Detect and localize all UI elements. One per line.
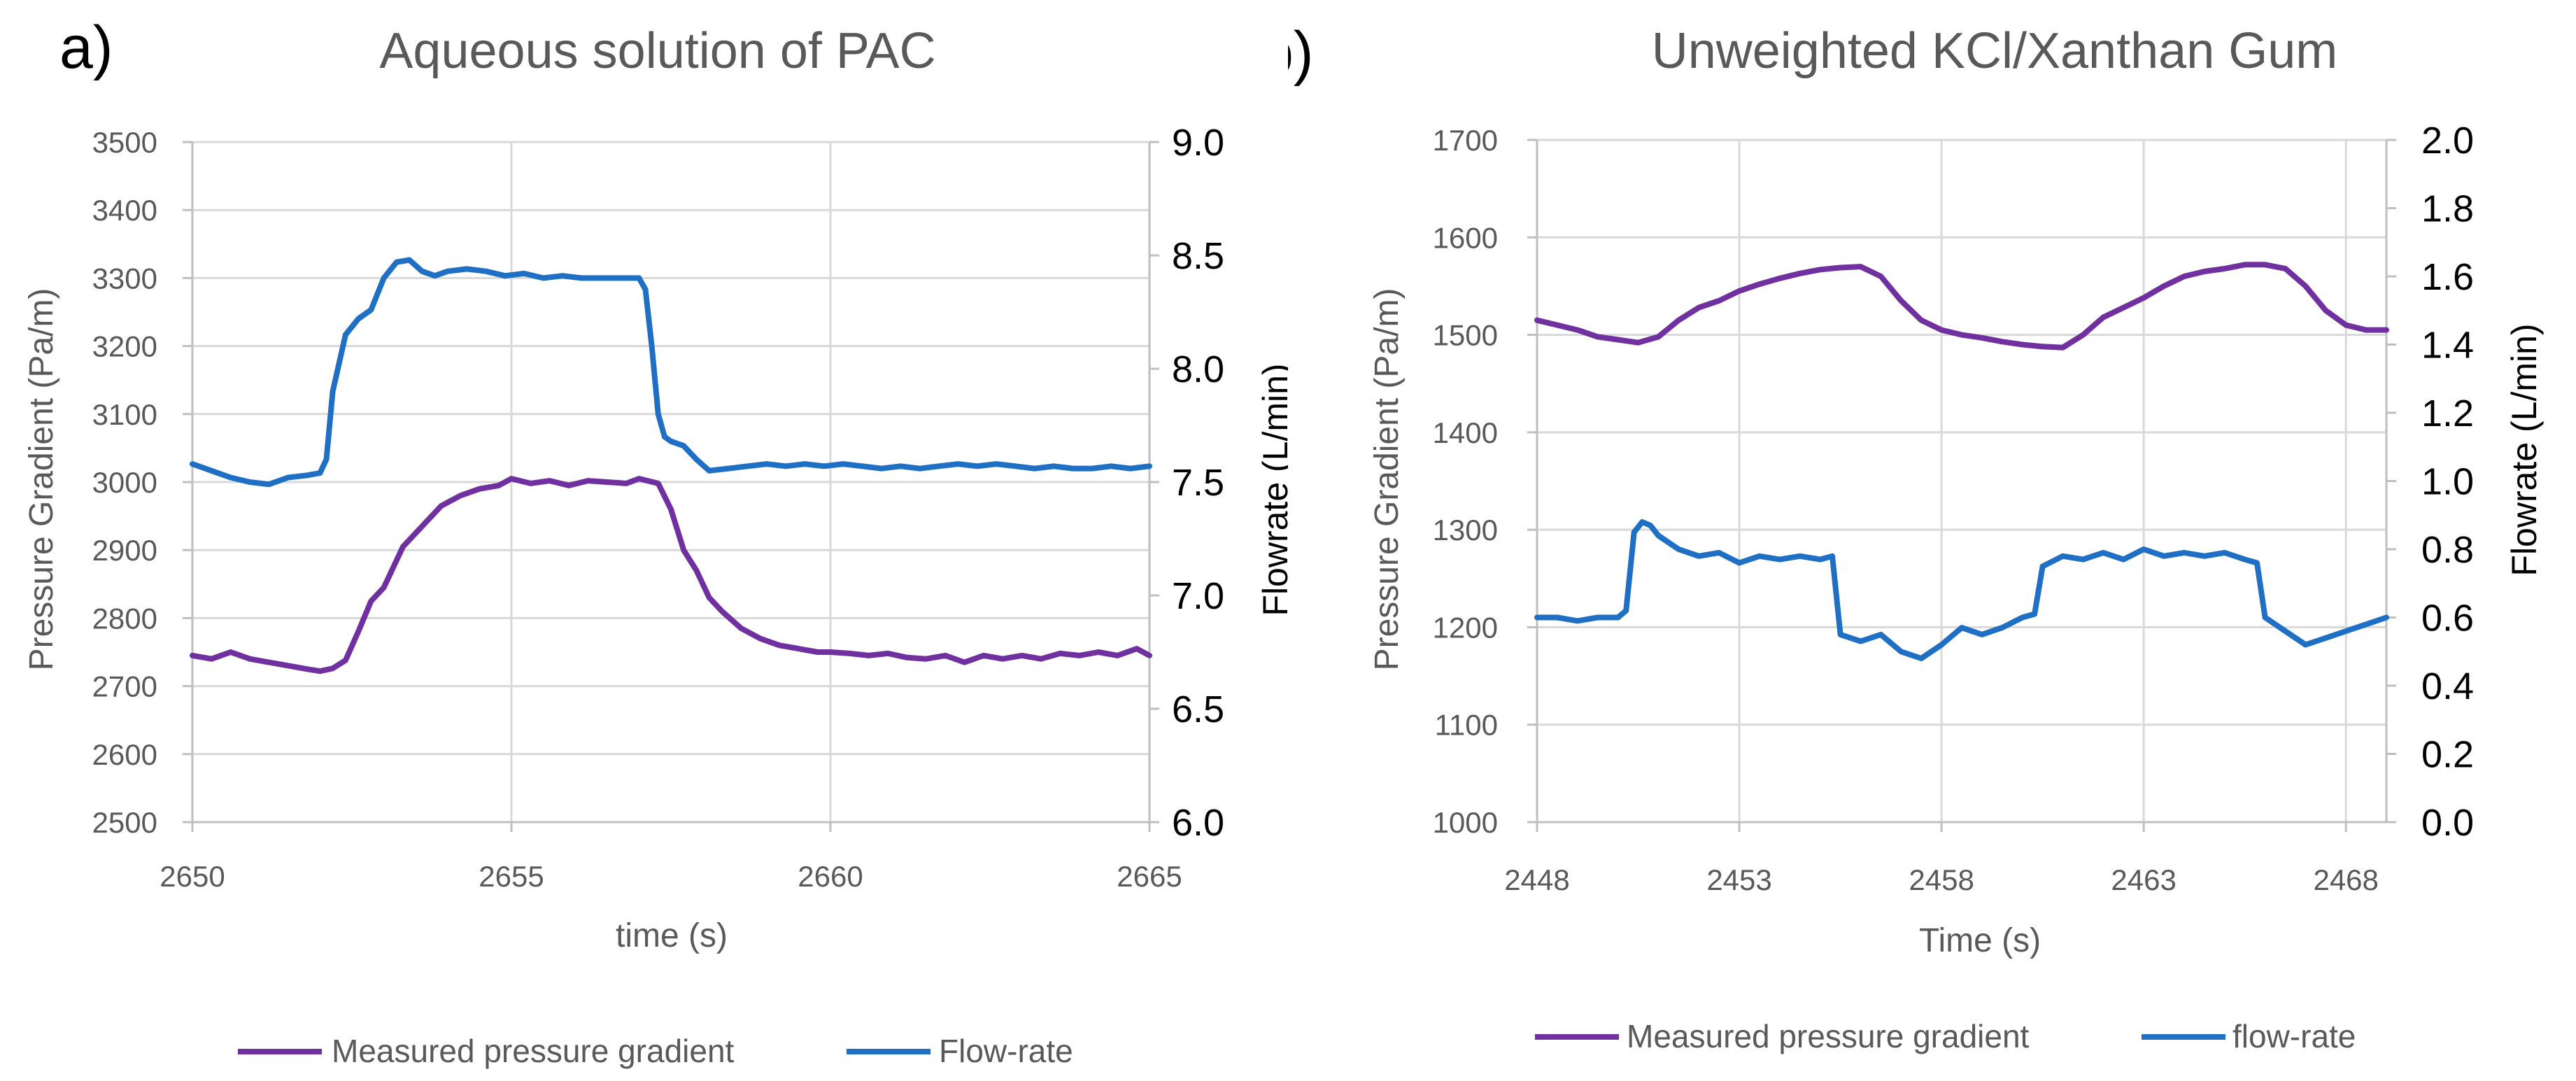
y-tick-label: 3100: [92, 398, 157, 431]
y2-tick-label: 0.2: [2421, 734, 2474, 776]
y2-tick-label: 2.0: [2421, 120, 2474, 162]
y2-tick-label: 9.0: [1172, 122, 1224, 164]
grid: [192, 141, 1151, 822]
y2-tick-label: 1.2: [2421, 393, 2474, 434]
y2-tick-label: 7.5: [1172, 462, 1224, 504]
y2-tick-label: 6.0: [1172, 802, 1224, 844]
grid: [1537, 139, 2386, 822]
legend-label-pressure: Measured pressure gradient: [332, 1033, 735, 1069]
y-tick-label: 2500: [92, 806, 157, 839]
x-tick-label: 2463: [2111, 863, 2176, 896]
x-tick-label: 2655: [479, 860, 544, 893]
series-lines: [1534, 262, 2389, 661]
panel-label: a): [59, 14, 113, 81]
y2-tick-label: 0.6: [2421, 598, 2474, 640]
x-tick-label: 2448: [1504, 863, 1569, 896]
panel-label: b): [1288, 20, 1313, 87]
y2-tick-label: 1.6: [2421, 256, 2474, 298]
y-tick-label: 1400: [1433, 416, 1498, 449]
x-axis-title: Time (s): [1919, 922, 2041, 959]
y-tick-label: 1000: [1433, 806, 1498, 839]
y2-tick-label: 1.8: [2421, 188, 2474, 230]
y-ticks: 1000 1100 1200 1300 1400 1500 1600 1700: [1433, 124, 1498, 839]
legend-label-pressure: Measured pressure gradient: [1627, 1018, 2030, 1054]
x-tick-label: 2453: [1706, 863, 1771, 896]
x-tick-label: 2458: [1909, 863, 1974, 896]
x-tick-label: 2660: [798, 860, 863, 893]
y2-tick-label: 8.5: [1172, 235, 1224, 277]
y-tick-label: 1700: [1433, 124, 1498, 157]
x-tick-label: 2665: [1117, 860, 1182, 893]
y-tick-label: 1200: [1433, 611, 1498, 644]
pressure-gradient-series-line: [1534, 262, 2389, 351]
chart-title: Aqueous solution of PAC: [379, 23, 935, 79]
y-tick-label: 3400: [92, 194, 157, 227]
x-axis-title: time (s): [616, 917, 728, 954]
y-tick-label: 2600: [92, 738, 157, 771]
y-tick-label: 3000: [92, 466, 157, 499]
y2-tick-label: 0.4: [2421, 665, 2474, 707]
y-ticks: 2500 2600 2700 2800 2900 3000 3100 3200 3300 3400…: [92, 126, 157, 839]
y2-ticks: 6.0 6.5 7.0 7.5 8.0 8.5 9.0: [1172, 122, 1224, 844]
chart-panel-b: b) Unweighted KCl/Xanthan Gum 2448245324…: [1288, 20, 2544, 1054]
y2-ticks: 0.0 0.2 0.4 0.6 0.8 1.0 1.2 1.4 1.6 1.8 2.0: [2421, 120, 2474, 844]
y-tick-label: 1600: [1433, 221, 1498, 254]
axes: [183, 141, 1159, 832]
y-axis-title: Pressure Gradient (Pa/m): [1368, 288, 1406, 671]
x-ticks: 2448 2453 2458 2463 2468: [1504, 863, 2379, 896]
chart-panel-a: a) Aqueous solution of PAC 2650 2655 2660 2…: [23, 14, 1288, 1069]
legend: Measured pressure gradient Flow-rate: [238, 1033, 1073, 1069]
y-tick-label: 3300: [92, 262, 157, 295]
y2-axis-title: Flowrate (L/min): [2505, 323, 2544, 576]
y-tick-label: 1100: [1435, 709, 1498, 742]
series-lines: [190, 257, 1152, 674]
y-tick-label: 3200: [92, 330, 157, 363]
y2-tick-label: 7.0: [1172, 575, 1224, 617]
y2-tick-label: 1.0: [2421, 461, 2474, 503]
y2-axis-title: Flowrate (L/min): [1256, 363, 1288, 616]
y-tick-label: 2800: [92, 602, 157, 635]
legend-label-flow: Flow-rate: [939, 1033, 1073, 1069]
y-axis-title: Pressure Gradient (Pa/m): [23, 288, 60, 671]
pressure-gradient-series-line: [190, 476, 1152, 674]
y-tick-label: 3500: [92, 126, 157, 159]
flowrate-series-line: [1534, 519, 2389, 661]
y2-tick-label: 1.4: [2421, 325, 2474, 367]
axes: [1527, 139, 2396, 832]
x-tick-label: 2650: [160, 860, 225, 893]
y-tick-label: 2900: [92, 534, 157, 567]
y-tick-label: 1500: [1433, 319, 1498, 352]
x-tick-label: 2468: [2313, 863, 2378, 896]
x-ticks: 2650 2655 2660 2665: [160, 860, 1182, 893]
y2-tick-label: 0.0: [2421, 802, 2474, 844]
y-tick-label: 2700: [92, 670, 157, 703]
y2-tick-label: 0.8: [2421, 529, 2474, 571]
y2-tick-label: 8.0: [1172, 348, 1224, 390]
legend-label-flow: flow-rate: [2232, 1018, 2356, 1054]
chart-title: Unweighted KCl/Xanthan Gum: [1652, 23, 2338, 79]
legend: Measured pressure gradient flow-rate: [1535, 1018, 2356, 1054]
y2-tick-label: 6.5: [1172, 688, 1224, 730]
flowrate-series-line: [190, 257, 1152, 488]
y-tick-label: 1300: [1433, 514, 1498, 546]
